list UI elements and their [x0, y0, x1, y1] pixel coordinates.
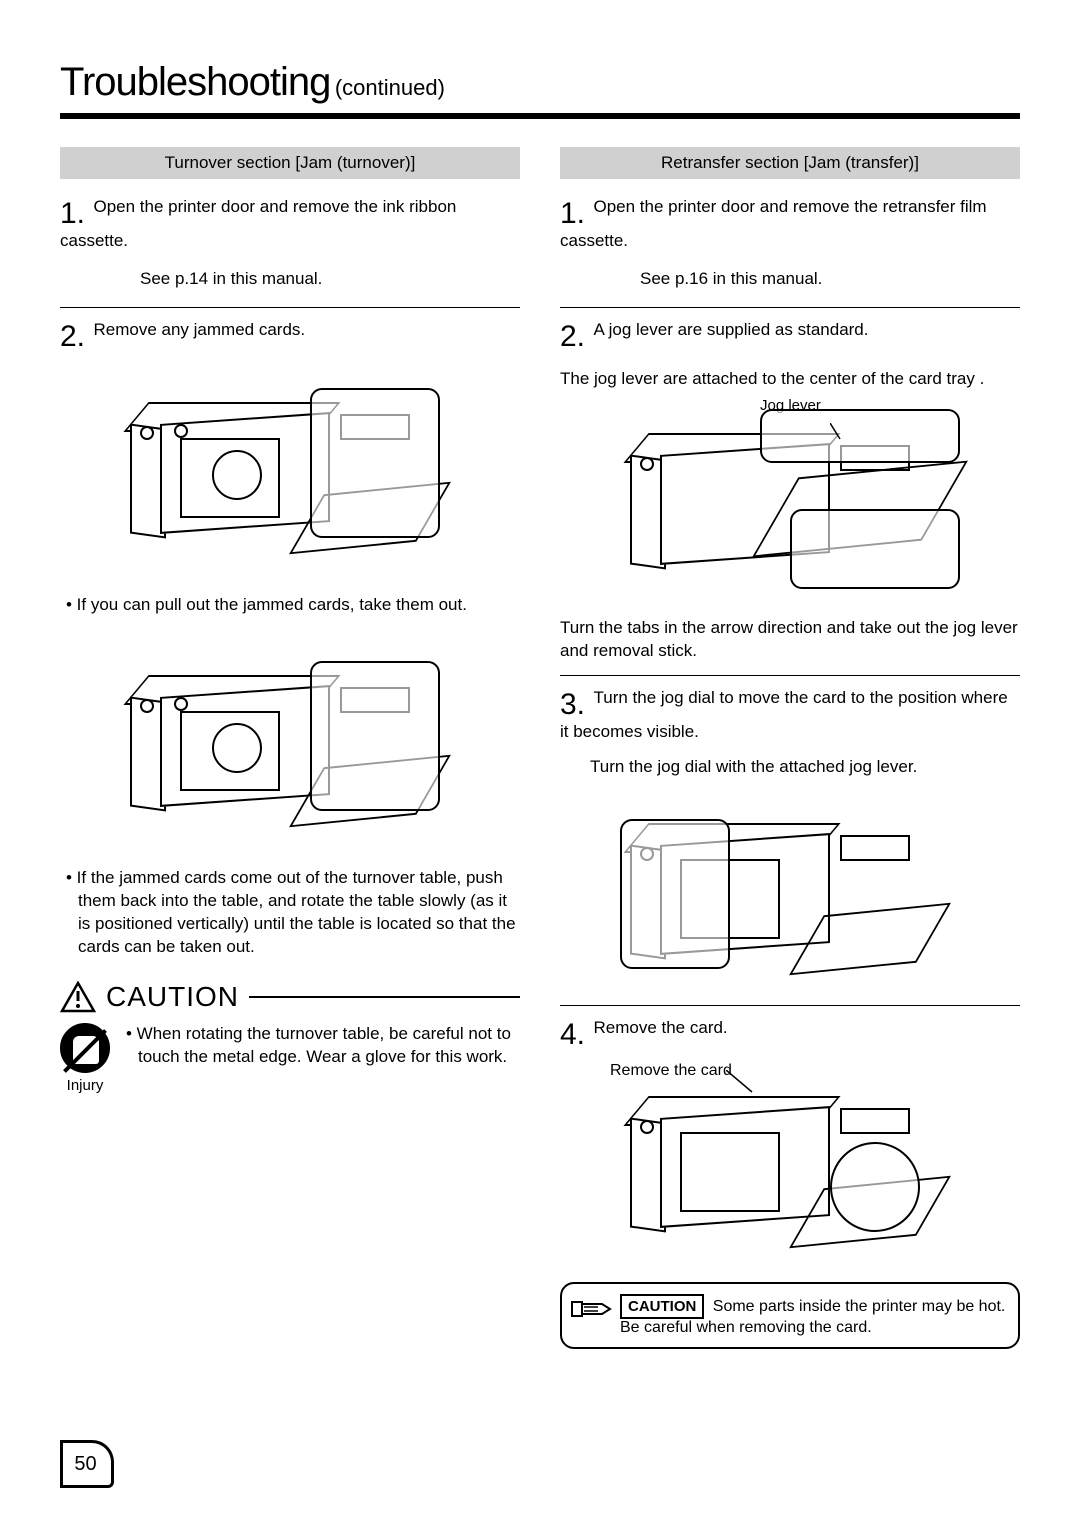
page-number: 50	[60, 1440, 114, 1488]
left-step-2: 2. Remove any jammed cards.	[60, 320, 520, 354]
printer-figure-turnover	[110, 641, 470, 851]
right-after-fig2: Turn the tabs in the arrow direction and…	[560, 617, 1020, 663]
caution-badge: CAUTION	[620, 1294, 704, 1319]
caution-text: • When rotating the turnover table, be c…	[124, 1023, 520, 1094]
caution-title: CAUTION	[106, 981, 239, 1013]
printer-figure-jog-lever: Jog lever	[610, 401, 970, 601]
page-title: Troubleshooting	[60, 60, 330, 104]
step-number: 2.	[60, 320, 85, 354]
step-number: 3.	[560, 688, 585, 722]
title-rule	[60, 113, 1020, 119]
right-step-3-sub: Turn the jog dial with the attached jog …	[590, 756, 1020, 779]
page-header: Troubleshooting (continued)	[60, 60, 1020, 105]
no-touch-icon	[60, 1023, 110, 1073]
remove-card-label: Remove the card	[610, 1062, 732, 1080]
right-step-1: 1. Open the printer door and remove the …	[560, 197, 1020, 251]
step-text: Turn the jog dial to move the card to th…	[560, 688, 1008, 741]
right-step-2-extra: The jog lever are attached to the center…	[560, 368, 1020, 391]
step-text: Open the printer door and remove the ink…	[60, 197, 456, 250]
step-number: 1.	[60, 197, 85, 231]
left-bullet-2: • If the jammed cards come out of the tu…	[60, 867, 520, 959]
right-step-2: 2. A jog lever are supplied as standard.	[560, 320, 1020, 354]
page-number-value: 50	[74, 1453, 96, 1476]
left-step-1: 1. Open the printer door and remove the …	[60, 197, 520, 251]
right-step-4: 4. Remove the card.	[560, 1018, 1020, 1052]
page-title-continued: (continued)	[335, 75, 445, 100]
left-column: Turnover section [Jam (turnover)] 1. Ope…	[60, 147, 520, 1349]
left-ref-1: See p.14 in this manual.	[140, 269, 520, 289]
left-bullet-1: • If you can pull out the jammed cards, …	[60, 594, 520, 617]
hot-parts-caution: CAUTION Some parts inside the printer ma…	[560, 1282, 1020, 1349]
step-text: Open the printer door and remove the ret…	[560, 197, 987, 250]
right-section-header: Retransfer section [Jam (transfer)]	[560, 147, 1020, 179]
printer-figure-remove-card: Remove the card	[610, 1066, 970, 1266]
printer-figure-jog-dial	[610, 789, 970, 989]
step-text: A jog lever are supplied as standard.	[593, 320, 868, 339]
right-step-3: 3. Turn the jog dial to move the card to…	[560, 688, 1020, 742]
divider	[560, 675, 1020, 676]
step-number: 4.	[560, 1018, 585, 1052]
right-ref-1: See p.16 in this manual.	[640, 269, 1020, 289]
right-column: Retransfer section [Jam (transfer)] 1. O…	[560, 147, 1020, 1349]
injury-label: Injury	[60, 1077, 110, 1094]
divider	[560, 1005, 1020, 1006]
caution-block: CAUTION Injury • When rotating the turno…	[60, 981, 520, 1094]
content-columns: Turnover section [Jam (turnover)] 1. Ope…	[60, 147, 1020, 1349]
step-text: Remove the card.	[593, 1018, 727, 1037]
no-touch-icon-block: Injury	[60, 1023, 110, 1094]
divider	[560, 307, 1020, 308]
divider	[60, 307, 520, 308]
step-number: 1.	[560, 197, 585, 231]
warning-triangle-icon	[60, 981, 96, 1013]
printer-figure-door-open	[110, 368, 470, 578]
step-text: Remove any jammed cards.	[93, 320, 305, 339]
left-section-header: Turnover section [Jam (turnover)]	[60, 147, 520, 179]
pointing-hand-icon	[570, 1292, 614, 1326]
step-number: 2.	[560, 320, 585, 354]
